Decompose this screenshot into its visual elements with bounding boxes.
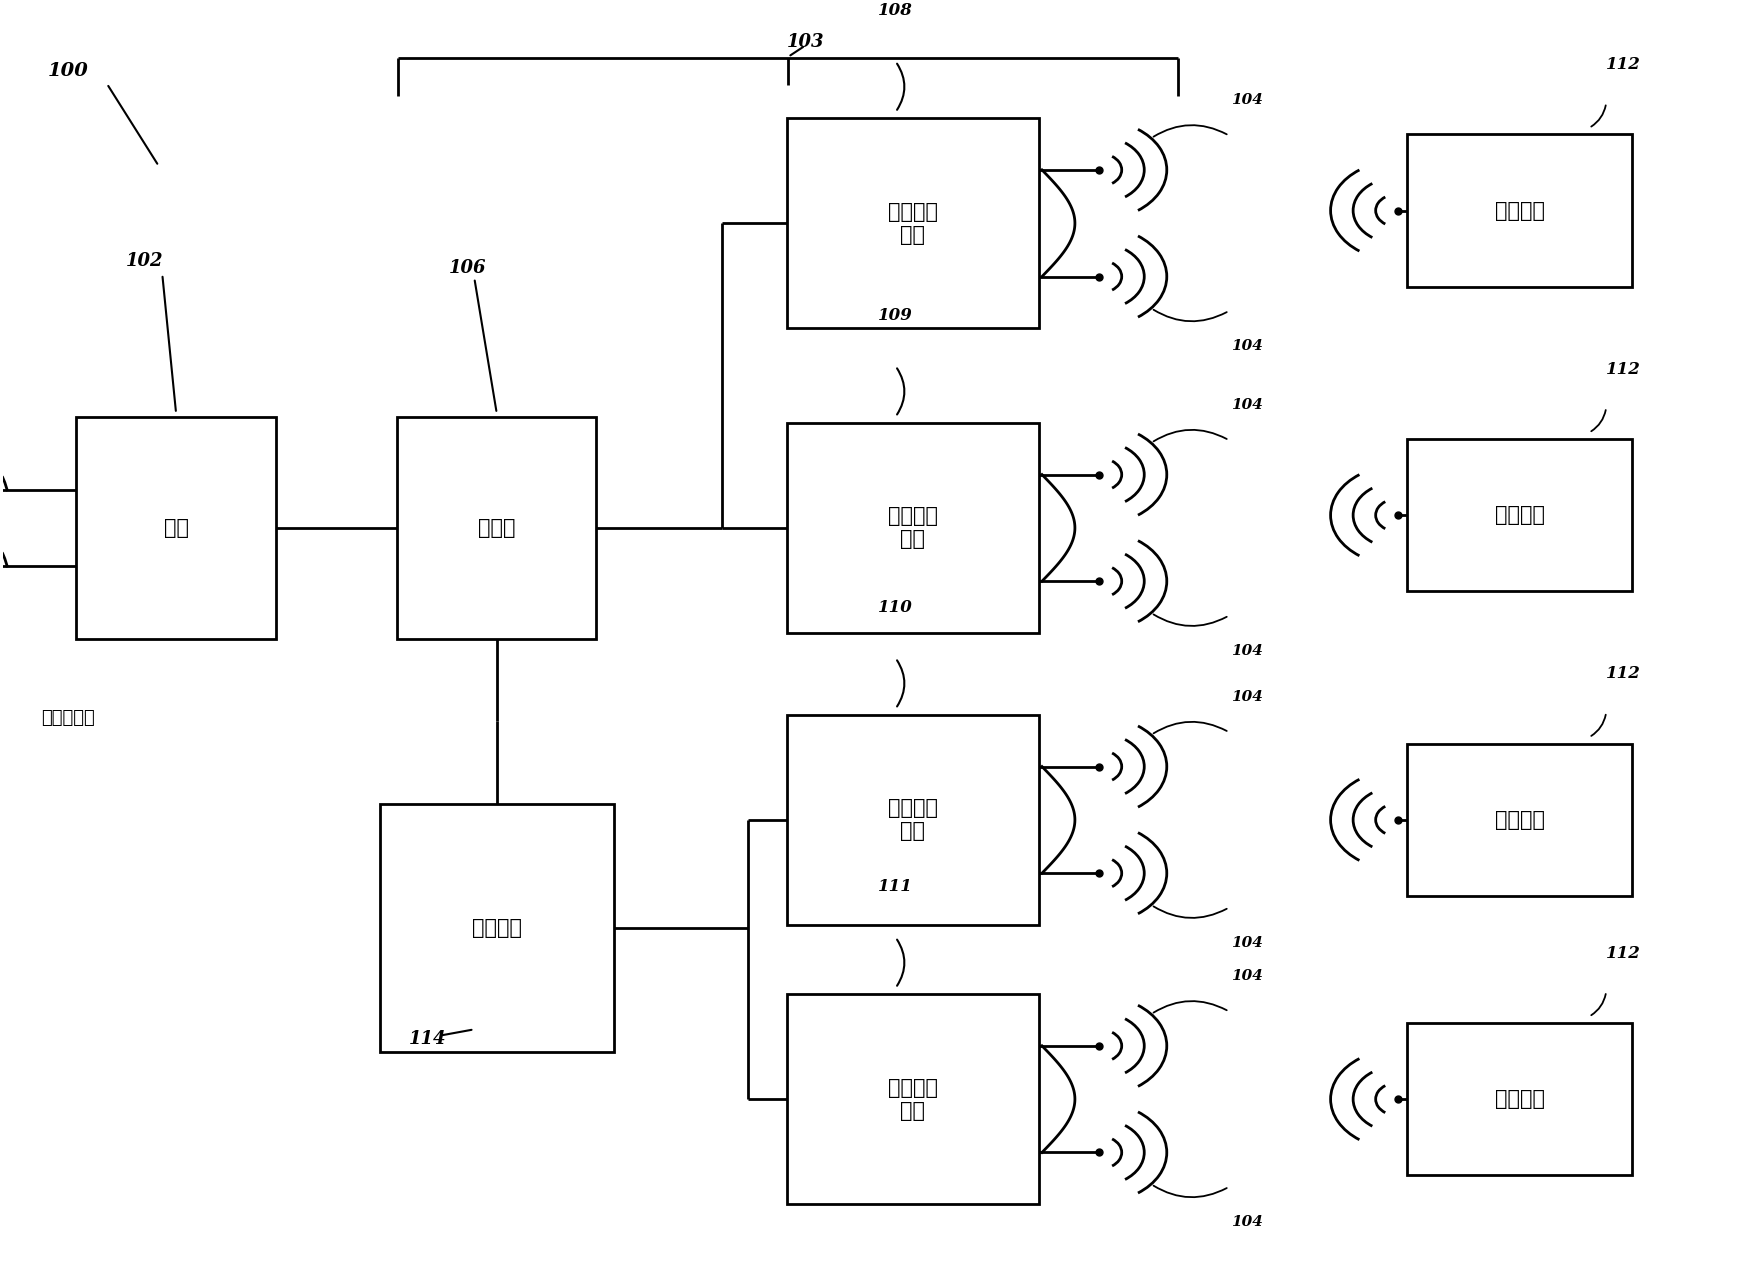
Text: 110: 110 [878,599,913,616]
Text: 112: 112 [1607,945,1642,962]
Bar [396,417,596,639]
Text: 远程天线
单元: 远程天线 单元 [889,202,937,244]
Text: 104: 104 [1231,1215,1263,1229]
Bar [77,417,277,639]
Bar [1407,743,1633,896]
Text: 远程天线
单元: 远程天线 单元 [889,799,937,841]
Text: 104: 104 [1231,689,1263,703]
Text: 远程天线
单元: 远程天线 单元 [889,507,937,549]
Text: 112: 112 [1607,57,1642,73]
Text: 104: 104 [1231,936,1263,950]
Text: 104: 104 [1231,397,1263,412]
Text: 109: 109 [878,307,913,324]
Bar [1407,439,1633,592]
Text: 远程天线
单元: 远程天线 单元 [889,1078,937,1121]
Text: 无线终端: 无线终端 [1494,505,1544,525]
Bar [1407,1022,1633,1175]
Text: 104: 104 [1231,644,1263,658]
Text: 112: 112 [1607,665,1642,683]
Bar [788,715,1038,925]
Bar [788,423,1038,633]
Text: 108: 108 [878,3,913,19]
Bar [379,804,614,1052]
Text: 集线器: 集线器 [478,518,515,538]
Text: 114: 114 [409,1030,447,1048]
Text: 102: 102 [127,252,163,270]
Text: 106: 106 [449,258,487,276]
Bar [1407,134,1633,287]
Text: 112: 112 [1607,360,1642,378]
Text: 无线终端: 无线终端 [1494,810,1544,829]
Text: 111: 111 [878,878,913,895]
Bar [788,118,1038,328]
Text: 104: 104 [1231,970,1263,983]
Text: 103: 103 [786,32,824,50]
Text: 104: 104 [1231,340,1263,354]
Text: 104: 104 [1231,93,1263,107]
Bar [788,994,1038,1204]
Text: 基站: 基站 [163,518,188,538]
Text: 扩展单元: 扩展单元 [471,918,522,937]
Text: 至其他网络: 至其他网络 [42,710,94,728]
Text: 无线终端: 无线终端 [1494,1089,1544,1109]
Text: 无线终端: 无线终端 [1494,201,1544,220]
Text: 100: 100 [49,62,89,80]
